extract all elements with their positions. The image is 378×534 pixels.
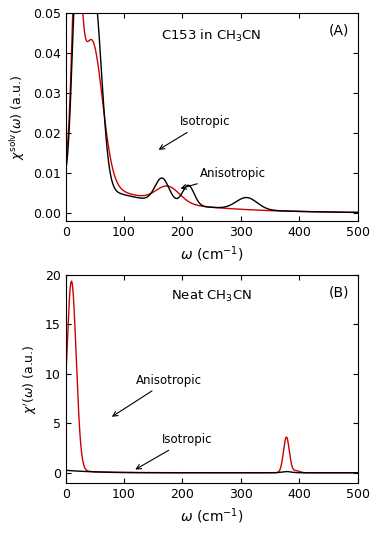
Text: C153 in CH$_3$CN: C153 in CH$_3$CN (161, 28, 262, 44)
X-axis label: $\omega$ (cm$^{-1}$): $\omega$ (cm$^{-1}$) (180, 245, 243, 264)
Text: Isotropic: Isotropic (136, 433, 212, 469)
Text: (B): (B) (328, 285, 349, 299)
Y-axis label: $\chi'(\omega)$ (a.u.): $\chi'(\omega)$ (a.u.) (22, 344, 39, 413)
X-axis label: $\omega$ (cm$^{-1}$): $\omega$ (cm$^{-1}$) (180, 506, 243, 525)
Text: Anisotropic: Anisotropic (113, 374, 202, 416)
Text: Neat CH$_3$CN: Neat CH$_3$CN (171, 289, 252, 304)
Text: Anisotropic: Anisotropic (182, 167, 266, 189)
Text: Isotropic: Isotropic (160, 115, 230, 149)
Text: (A): (A) (328, 23, 349, 38)
Y-axis label: $\chi^{\rm solv}(\omega)$ (a.u.): $\chi^{\rm solv}(\omega)$ (a.u.) (8, 75, 27, 160)
